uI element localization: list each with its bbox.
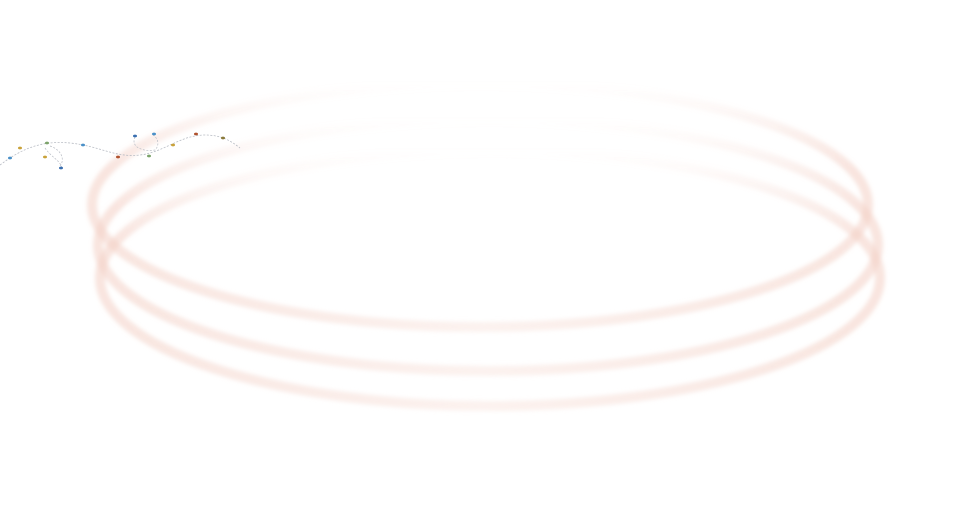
string-lights [0, 132, 241, 170]
ring [87, 78, 873, 332]
ring [95, 145, 885, 411]
ring [93, 114, 883, 376]
rings [87, 78, 885, 411]
